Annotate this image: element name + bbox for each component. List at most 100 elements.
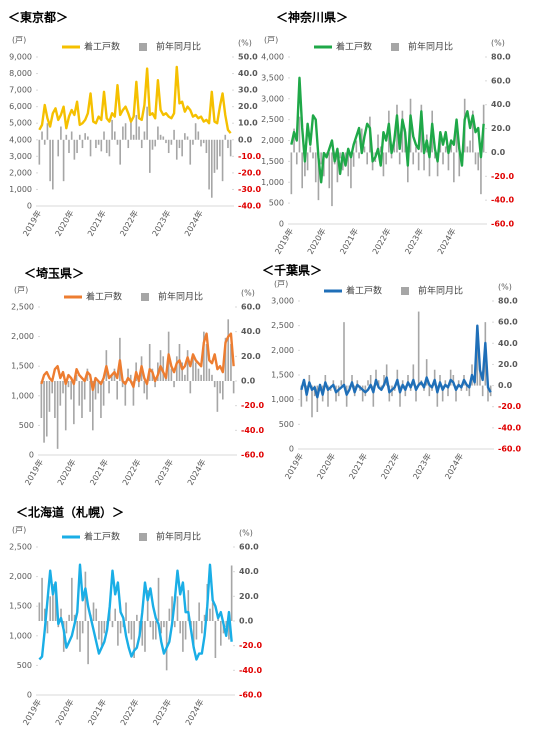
y-tick-label: 3,000	[261, 94, 284, 103]
bar	[447, 385, 449, 397]
bar	[163, 621, 165, 628]
bar	[293, 128, 295, 153]
y2-tick-label: -20.0	[498, 402, 521, 411]
bar	[192, 621, 195, 646]
bar	[38, 139, 41, 165]
bar	[43, 608, 46, 621]
bar	[157, 126, 159, 140]
y2-tick-label: 10.0	[238, 119, 258, 128]
bar	[222, 381, 224, 400]
bar	[436, 385, 439, 407]
y-tick-label: 2,500	[9, 543, 32, 552]
y2-tick-label: 40.0	[239, 567, 259, 576]
bar	[379, 146, 382, 153]
bar	[130, 119, 132, 140]
y2-tick-label: -40.0	[498, 423, 521, 432]
chart-title: ＜千葉県＞	[262, 263, 322, 278]
bar	[203, 331, 205, 381]
x-tick-label: 2020年	[305, 226, 328, 256]
y2-tick-label: -60.0	[498, 445, 521, 454]
bar	[92, 381, 94, 431]
bar	[304, 152, 306, 177]
y-tick-label: 500	[17, 661, 32, 670]
bar	[125, 602, 127, 621]
bar	[200, 374, 202, 381]
bar	[308, 375, 311, 386]
y-tick-label: 1,000	[11, 391, 34, 400]
bar	[129, 374, 132, 381]
chart-panel: ＜東京都＞ (戸) (%) 0 1,000 2,000 3,000 4,000 5,000 6,0…	[8, 10, 261, 238]
y-tick-label: 8,000	[9, 69, 32, 78]
bar	[65, 134, 68, 140]
y2-tick-label: 20.0	[491, 124, 511, 133]
y2-tick-label: 20.0	[241, 352, 261, 361]
bar	[75, 374, 78, 381]
bar	[178, 139, 181, 149]
bar	[385, 152, 387, 165]
bar	[173, 621, 176, 628]
bar	[138, 381, 140, 388]
bar	[228, 621, 230, 640]
bar	[396, 369, 399, 386]
y2-tick-label: 60.0	[491, 76, 511, 85]
y-tick-label: 0	[289, 445, 294, 454]
bar	[194, 123, 197, 140]
y2-axis-label: (%)	[498, 283, 512, 292]
legend-label: 着工戸数	[86, 291, 122, 303]
y2-tick-label: 0.0	[491, 148, 506, 157]
bar	[213, 381, 216, 388]
bar	[469, 140, 471, 153]
bar	[213, 139, 216, 173]
bar	[479, 369, 481, 386]
line-series	[38, 563, 233, 661]
bar	[444, 146, 447, 153]
bar	[113, 131, 116, 140]
bar	[398, 152, 401, 165]
bar	[327, 385, 329, 407]
bar	[412, 152, 415, 165]
bar	[46, 123, 49, 140]
bar	[219, 381, 221, 394]
bar	[477, 152, 480, 171]
bar	[155, 621, 157, 640]
bar	[312, 152, 314, 159]
bar	[434, 152, 436, 159]
bar	[168, 608, 171, 621]
x-tick-label: 2022年	[378, 451, 401, 481]
bar	[175, 139, 178, 160]
chart-title: ＜東京都＞	[8, 10, 68, 25]
bar	[159, 134, 162, 140]
x-tick-label: 2024年	[182, 208, 205, 238]
y-tick-label: 9,000	[9, 53, 32, 62]
bar	[149, 621, 152, 628]
x-tick-label: 2020年	[53, 208, 76, 238]
bar	[450, 140, 452, 153]
x-tick-label: 2023年	[402, 226, 425, 256]
y2-axis-label: (%)	[241, 289, 255, 298]
bar	[78, 134, 81, 140]
y2-tick-label: 80.0	[491, 53, 511, 62]
legend-label: 前年同月比	[156, 41, 201, 53]
bar	[182, 621, 184, 652]
bar	[181, 362, 183, 381]
bar	[52, 139, 54, 190]
bar	[105, 139, 108, 154]
legend-label: 着工戸数	[84, 531, 120, 543]
legend-label: 前年同月比	[418, 285, 463, 297]
bar	[377, 134, 379, 153]
y-tick-label: 1,000	[271, 395, 294, 404]
bar	[355, 140, 358, 153]
bar	[447, 152, 450, 171]
bar	[83, 381, 86, 400]
bar	[468, 385, 471, 397]
bar	[100, 381, 102, 418]
bar	[452, 375, 455, 386]
bar	[186, 350, 189, 381]
bar	[173, 381, 175, 388]
bar	[71, 577, 73, 621]
chart-panel: ＜北海道（札幌）＞ (戸) (%) 0 500 1,000 1,500 2,000 2,500 -…	[9, 505, 262, 727]
bar	[449, 369, 452, 386]
legend-label: 前年同月比	[158, 291, 203, 303]
bar	[133, 621, 135, 658]
bar	[68, 139, 70, 154]
